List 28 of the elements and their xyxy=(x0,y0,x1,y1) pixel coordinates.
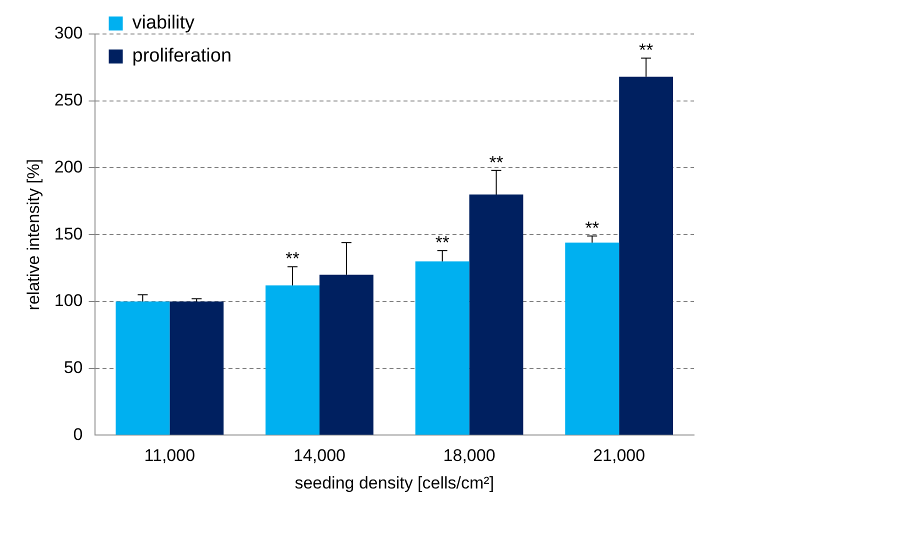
y-axis-title: relative intensity [%] xyxy=(24,159,43,310)
annotation: ** xyxy=(435,232,450,253)
x-tick-label: 11,000 xyxy=(144,446,196,466)
annotation: ** xyxy=(585,218,600,238)
annotation: ** xyxy=(286,248,300,269)
legend-label: viability xyxy=(132,12,196,34)
bar xyxy=(319,274,374,435)
y-tick-label: 250 xyxy=(54,90,83,110)
bar xyxy=(266,285,320,435)
bar xyxy=(565,242,620,435)
y-tick-label: 200 xyxy=(54,157,83,176)
bar xyxy=(116,301,170,435)
bar xyxy=(170,301,224,435)
y-tick-label: 300 xyxy=(54,24,83,43)
x-tick-label: 14,000 xyxy=(293,446,346,466)
y-tick-label: 0 xyxy=(73,424,83,444)
bar xyxy=(415,261,470,435)
annotation: ** xyxy=(489,152,504,172)
y-tick-label: 50 xyxy=(64,358,83,378)
x-axis-title: seeding density [cells/cm²] xyxy=(294,473,494,492)
x-tick-label: 18,000 xyxy=(443,446,496,466)
y-tick-label: 100 xyxy=(54,291,83,310)
legend-label: proliferation xyxy=(132,46,232,67)
bar xyxy=(619,76,674,435)
bar xyxy=(469,194,524,435)
x-tick-label: 21,000 xyxy=(593,446,646,466)
annotation: ** xyxy=(639,40,654,60)
y-tick-label: 150 xyxy=(54,224,83,244)
